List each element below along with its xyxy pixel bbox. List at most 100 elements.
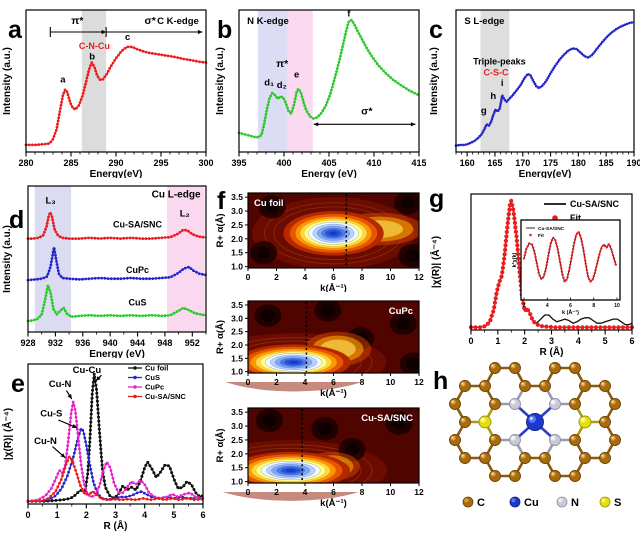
series-marker-Cu-foil [85, 476, 89, 480]
series-marker-N-K-edge [265, 106, 269, 110]
series-marker-C-K-edge [58, 110, 62, 113]
inset-x-tick-label: 10 [614, 303, 620, 309]
inset-series-marker [600, 247, 603, 250]
inset-series-marker [543, 273, 546, 276]
series-marker-S-L-edge [592, 52, 595, 55]
series-marker-CuPc [109, 469, 113, 472]
series-marker-CuS [144, 314, 148, 317]
x-tick-label: 6 [629, 336, 634, 346]
inset-series-marker [545, 264, 548, 267]
inset-series-marker [536, 268, 540, 271]
series-marker-CuPc [66, 444, 70, 448]
series-marker-Cu-SA-SNC [201, 235, 205, 239]
series-marker-S-L-edge [559, 56, 563, 60]
series-marker-CuS [35, 317, 39, 321]
series-marker-C-K-edge [157, 53, 161, 56]
series-marker-CuS [74, 443, 78, 447]
series-marker-C-K-edge [179, 56, 183, 60]
series-marker-Cu-SA-SNC [153, 497, 157, 501]
inset-series-marker [567, 269, 571, 273]
inset-series-marker [570, 254, 574, 257]
atom-C [539, 452, 551, 464]
annotation-text: f [347, 8, 351, 19]
series-marker-N-K-edge [366, 49, 370, 52]
atom-C [479, 380, 491, 392]
series-marker-Cu-foil [146, 460, 150, 464]
series-marker-Cu-foil [168, 467, 172, 471]
series-marker-S-L-edge [550, 70, 553, 74]
atom-C [459, 380, 471, 392]
wt-dark-spot-core [391, 417, 407, 430]
inset-series-marker [598, 253, 601, 256]
wt-x-tick-label: 6 [331, 377, 336, 387]
series-marker-CuPc [164, 276, 168, 279]
atom-C [599, 380, 611, 392]
series-marker-Cu-SA-SNC [121, 498, 125, 501]
inset-series-marker [610, 248, 613, 251]
series-marker-CuPc [165, 495, 168, 499]
inset-legend-label: Cu-SA/SNC [538, 226, 565, 232]
series-marker-CuS [79, 428, 82, 432]
inset-series-marker [539, 277, 543, 280]
series-marker-CuPc [46, 272, 50, 276]
series-marker-S-L-edge [593, 50, 597, 53]
series-marker-CuS [181, 307, 184, 310]
x-tick-label: 180 [571, 158, 586, 168]
series-marker-CuS [112, 314, 116, 317]
series-marker-CuPc [200, 272, 204, 276]
series-marker-S-L-edge [630, 21, 633, 24]
series-marker-C-K-edge [82, 89, 86, 92]
series-marker-N-K-edge [394, 80, 397, 83]
series-marker-C-K-edge [80, 95, 84, 98]
series-marker-CuPc [189, 267, 193, 270]
inset-series-marker [531, 246, 535, 249]
legend-label: Cu foil [145, 364, 168, 373]
wt-y-tick-label: 1.0 [231, 477, 243, 487]
series-marker-CuPc [78, 451, 82, 455]
series-marker-S-L-edge [584, 55, 587, 58]
series-marker-N-K-edge [293, 97, 297, 101]
series-marker-N-K-edge [325, 100, 329, 104]
x-tick-label: 0 [25, 510, 30, 520]
inset-series-marker [556, 248, 559, 251]
series-marker-CuPc [74, 411, 77, 415]
series-marker-N-K-edge [315, 116, 318, 119]
series-marker-CuPc [176, 272, 179, 275]
x-axis-label: R (Å) [104, 519, 128, 532]
atom-C [609, 434, 621, 446]
atomic-structure-model: C Cu N S [449, 362, 621, 509]
inset-series-marker [581, 243, 584, 246]
inset-series-marker [613, 260, 617, 263]
series-marker-N-K-edge [335, 70, 338, 73]
series-marker-N-K-edge [270, 91, 274, 95]
series-marker-C-K-edge [105, 72, 109, 76]
series-marker-S-L-edge [598, 44, 601, 48]
series-marker-CuPc [55, 263, 59, 266]
series-marker-Cu-SA-SNC [51, 218, 54, 222]
y-axis-label: Intensity (a.u.) [429, 47, 440, 115]
series-marker-CuS [69, 463, 73, 466]
series-marker-S-L-edge [617, 26, 620, 30]
series-marker-N-K-edge [356, 29, 359, 33]
series-marker-N-K-edge [402, 85, 405, 89]
series-marker-C-K-edge [56, 119, 60, 123]
series-marker-CuPc [68, 428, 71, 432]
wt-x-tick-label: 2 [274, 272, 279, 282]
series-marker-CuPc [121, 491, 125, 495]
annotation-text: C K-edge [157, 16, 199, 27]
wt-y-tick-label: 3.0 [231, 313, 243, 323]
inset-series-marker [532, 249, 536, 252]
series-marker-N-K-edge [305, 110, 309, 113]
series-marker-Fit [575, 325, 580, 330]
series-marker-CuPc [71, 400, 75, 404]
atom-C [449, 434, 461, 446]
series-marker-Cu-foil [97, 423, 101, 427]
series-marker-N-K-edge [331, 82, 335, 86]
series-marker-N-K-edge [410, 90, 414, 94]
series-marker-CuPc [54, 256, 58, 260]
series-marker-N-K-edge [416, 93, 419, 96]
series-marker-CuPc [195, 270, 198, 274]
series-marker-C-K-edge [173, 55, 176, 59]
series-marker-CuPc [119, 277, 123, 281]
inset-series-marker [592, 275, 595, 278]
